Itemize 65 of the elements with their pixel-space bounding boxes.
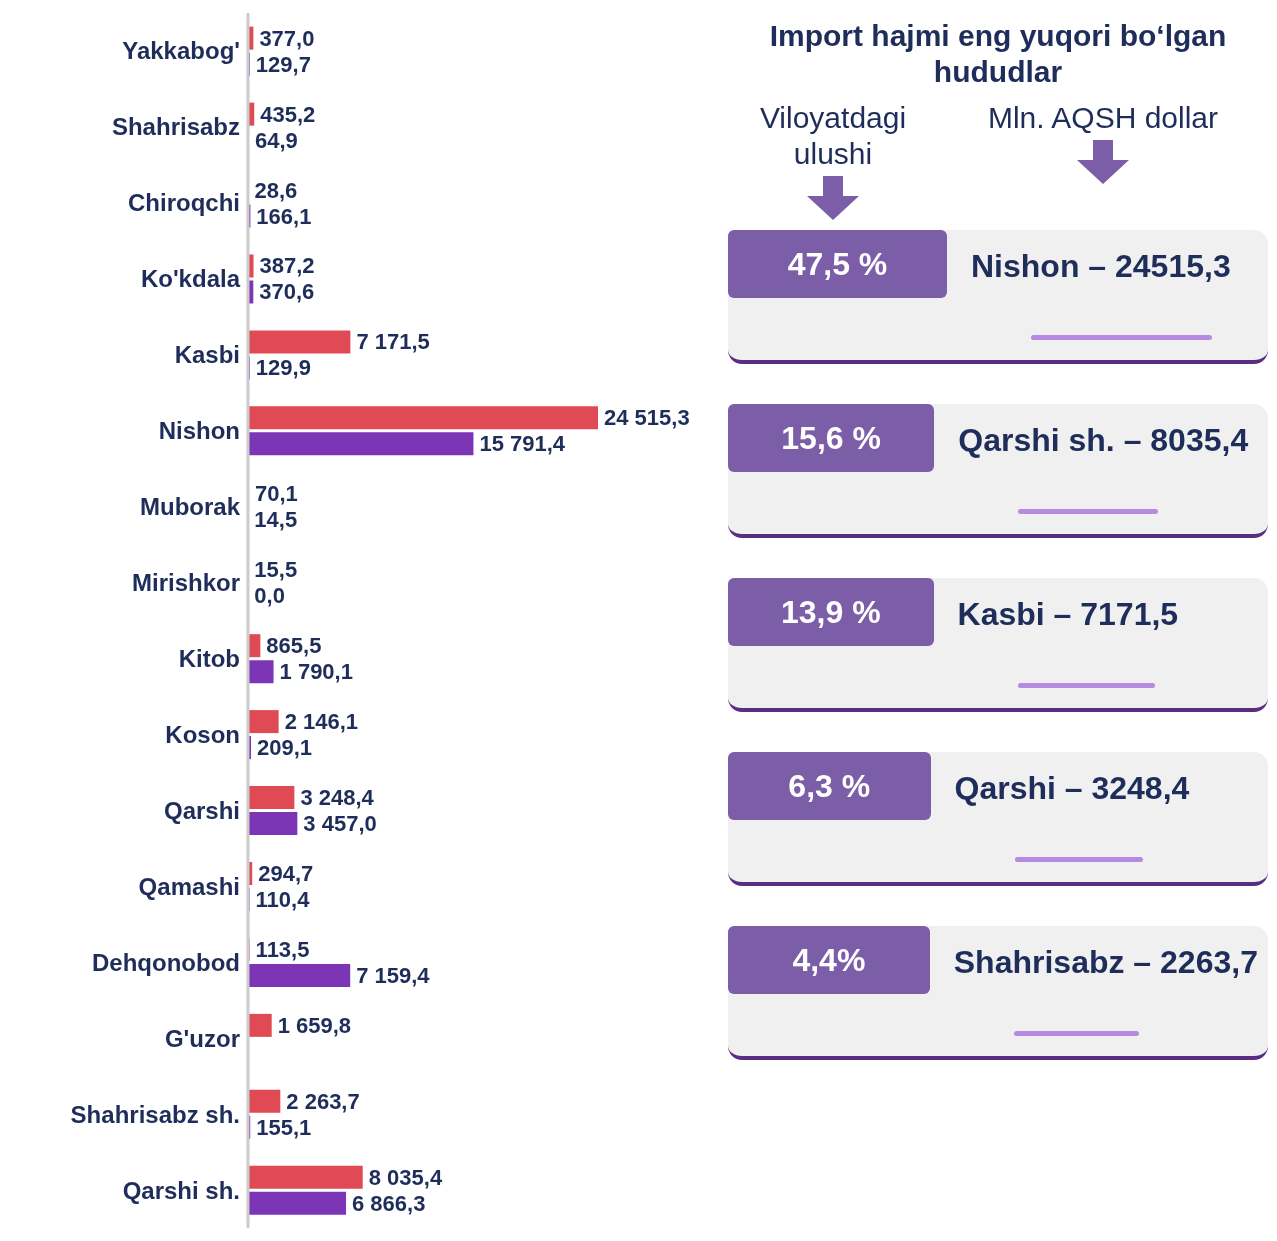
- data-label: 28,6: [254, 177, 298, 203]
- data-label: 7 171,5: [356, 329, 430, 355]
- data-label: 1 790,1: [279, 659, 353, 685]
- data-label: 129,7: [255, 51, 311, 77]
- y-tick-label: Yakkabog': [122, 37, 240, 65]
- y-tick-label: Qarshi: [163, 796, 240, 824]
- data-label: 113,5: [255, 936, 310, 962]
- data-label: 2 146,1: [284, 709, 359, 735]
- y-tick-label: Chiroqchi: [128, 189, 240, 217]
- data-label: 15,6 %: [728, 404, 935, 472]
- data-label: 377,0: [259, 25, 315, 51]
- data-label: 15 791,4: [479, 431, 566, 457]
- data-label: 129,9: [255, 355, 311, 381]
- data-label: 70,1: [255, 481, 298, 507]
- data-label: 6 866,3: [352, 1190, 426, 1216]
- data-label: 8035,4: [1150, 422, 1249, 458]
- data-label: 155,1: [256, 1114, 312, 1140]
- category-label: Qarshi –: [954, 770, 1083, 806]
- data-label: 24 515,3: [604, 405, 690, 431]
- y-tick-label: Kitob: [178, 644, 240, 672]
- data-label: 294,7: [258, 860, 314, 886]
- data-label: 7 159,4: [356, 962, 431, 988]
- category-label: Qarshi sh. –: [958, 422, 1142, 458]
- data-label: 865,5: [266, 633, 322, 659]
- data-label: 13,9 %: [728, 578, 934, 646]
- data-label: 14,5: [254, 507, 298, 533]
- data-label: 435,2: [260, 101, 316, 127]
- y-tick-label: Qamashi: [138, 872, 240, 900]
- data-label: 24515,3: [1115, 248, 1231, 284]
- data-label: 6,3 %: [728, 752, 931, 820]
- data-label: 370,6: [259, 279, 315, 305]
- text: Import hajmi eng yuqori bo‘lgan hududlar: [768, 18, 1228, 90]
- text: Viloyatdagi ulushi: [758, 100, 908, 172]
- data-label: 3 248,4: [300, 785, 375, 811]
- data-label: 8 035,4: [368, 1164, 443, 1190]
- y-tick-label: Ko'kdala: [140, 265, 241, 293]
- category-label: Kasbi –: [957, 596, 1072, 632]
- y-tick-label: Mirishkor: [131, 569, 240, 597]
- data-label: 15,5: [254, 557, 298, 583]
- data-label: 2263,7: [1160, 944, 1258, 980]
- y-tick-label: Koson: [165, 720, 240, 748]
- data-label: 209,1: [256, 735, 313, 761]
- data-label: 3248,4: [1091, 770, 1190, 806]
- y-tick-label: Shahrisabz: [111, 113, 240, 141]
- y-tick-label: Qarshi sh.: [122, 1176, 240, 1204]
- y-tick-label: Nishon: [158, 417, 240, 445]
- data-label: 4,4%: [728, 926, 930, 994]
- text: Mln. AQSH dollar: [986, 100, 1220, 136]
- data-label: 110,4: [255, 886, 311, 912]
- data-label: 0,0: [254, 583, 285, 609]
- y-tick-label: Muborak: [139, 493, 241, 521]
- y-tick-label: Dehqonobod: [92, 948, 240, 976]
- data-label: 387,2: [259, 253, 315, 279]
- data-label: 7171,5: [1080, 596, 1179, 632]
- data-label: 64,9: [254, 127, 298, 153]
- category-label: Nishon –: [971, 248, 1107, 284]
- y-tick-label: Shahrisabz sh.: [70, 1100, 240, 1128]
- y-tick-label: G'uzor: [164, 1024, 240, 1052]
- category-label: Shahrisabz –: [953, 944, 1152, 980]
- data-label: 166,1: [256, 203, 312, 229]
- y-tick-label: Kasbi: [174, 341, 240, 369]
- data-label: 47,5 %: [728, 230, 947, 298]
- data-label: 2 263,7: [286, 1088, 360, 1114]
- data-label: 1 659,8: [277, 1012, 352, 1038]
- data-label: 3 457,0: [303, 811, 377, 837]
